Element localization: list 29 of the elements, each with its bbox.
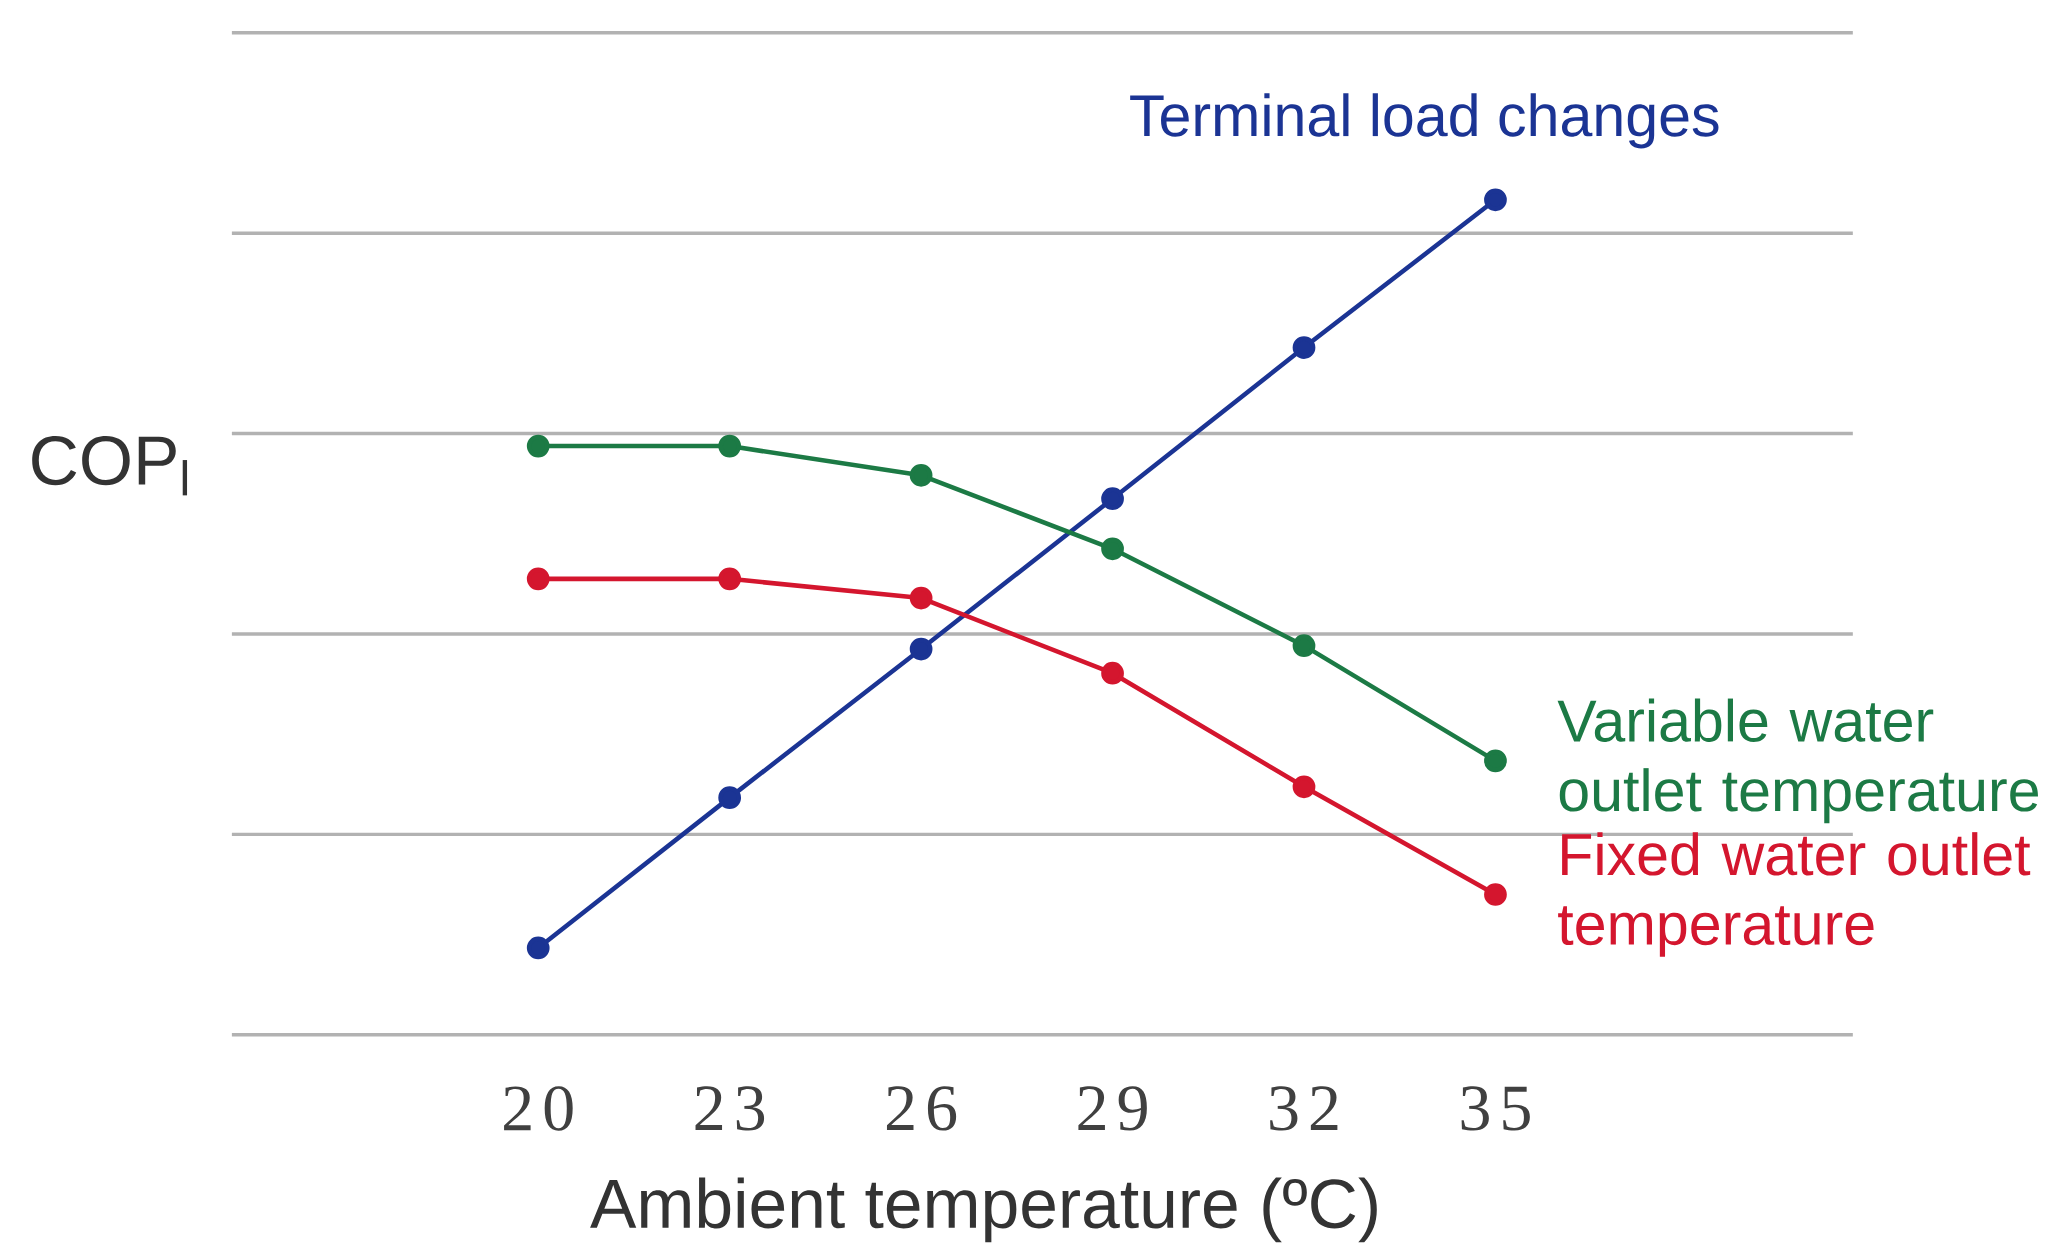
- point: [526, 567, 550, 591]
- x-tick-label: 32: [1270, 1086, 1338, 1131]
- x-tick-label: 35: [1461, 1086, 1530, 1131]
- point: [718, 567, 742, 591]
- point: [1101, 661, 1124, 685]
- series-label: Fixed water outlet temperature: [1558, 832, 2031, 957]
- x-tick-label: 23: [695, 1086, 765, 1131]
- series-label: Terminal load changes: [1130, 93, 1719, 149]
- point: [909, 637, 933, 661]
- point: [526, 936, 550, 960]
- point: [1484, 188, 1507, 212]
- point: [1484, 749, 1507, 773]
- y-axis-title: COP$_{l}$: [32, 436, 188, 496]
- point: [1292, 775, 1316, 799]
- point: [909, 464, 933, 487]
- point: [718, 434, 742, 458]
- x-tick-label: 20: [504, 1086, 573, 1131]
- point: [1484, 883, 1507, 906]
- point: [718, 786, 742, 810]
- point: [1292, 634, 1316, 658]
- point: [1101, 487, 1124, 511]
- point: [1101, 537, 1124, 561]
- point: [1292, 336, 1316, 360]
- point: [909, 586, 933, 610]
- x-tick-label: 26: [886, 1086, 957, 1131]
- series-label: Variable water outlet temperature: [1557, 698, 2038, 824]
- x-axis-title: Ambient temperature (ºC): [590, 1177, 1377, 1243]
- x-tick-label: 29: [1078, 1086, 1147, 1131]
- point: [526, 434, 550, 458]
